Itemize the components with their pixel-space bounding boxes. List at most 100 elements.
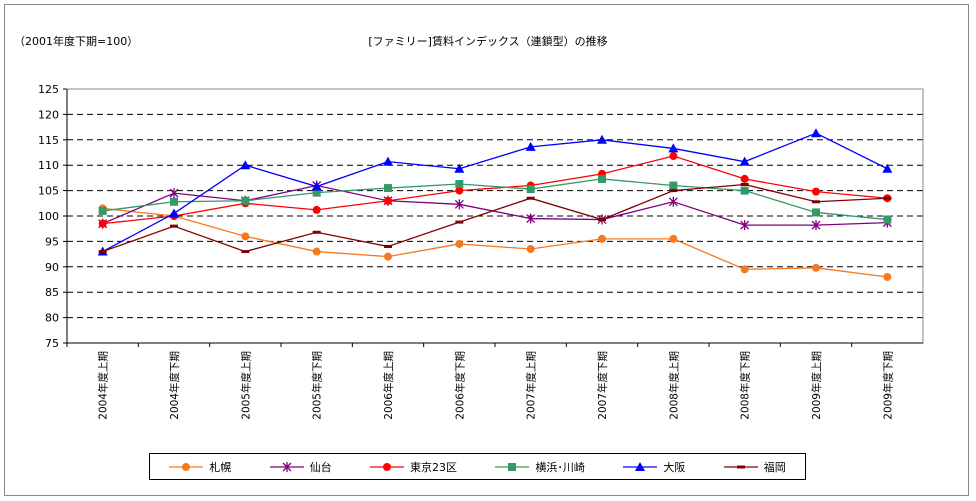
- data-point: [170, 197, 178, 206]
- x-tick-label: 2004年度下期: [168, 351, 181, 420]
- legend-item: 仙台: [269, 459, 332, 475]
- data-point: [526, 185, 535, 194]
- y-tick-label: 125: [38, 83, 59, 96]
- legend-marker-icon: [623, 461, 658, 471]
- y-tick-label: 110: [38, 159, 59, 172]
- series-line: [102, 178, 888, 221]
- x-tick-label: 2008年度上期: [667, 351, 680, 420]
- data-point: [170, 224, 178, 228]
- x-tick-label: 2007年度上期: [525, 351, 538, 420]
- data-point: [98, 250, 107, 254]
- data-point: [241, 250, 250, 254]
- y-tick-label: 75: [45, 337, 59, 350]
- unit-note: （2001年度下期=100）: [14, 35, 139, 48]
- plot-border: [66, 88, 924, 344]
- legend-label: 札幌: [209, 460, 232, 474]
- data-point: [526, 245, 535, 254]
- legend-marker-icon: [370, 462, 405, 471]
- data-point: [669, 234, 678, 243]
- y-tick-label: 85: [45, 286, 59, 299]
- y-tick-label: 120: [38, 108, 59, 121]
- data-point: [169, 208, 179, 218]
- series-line: [102, 155, 888, 225]
- legend-marker-icon: [269, 461, 304, 472]
- data-point: [455, 239, 464, 248]
- data-point: [668, 143, 679, 153]
- data-point: [383, 156, 393, 166]
- y-tick-label: 115: [38, 134, 59, 147]
- legend-item: 東京23区: [370, 459, 457, 475]
- data-point: [811, 128, 821, 138]
- series-line: [102, 183, 888, 253]
- legend: 札幌 仙台 東京23区 横浜･川崎 大阪 福岡: [149, 453, 806, 480]
- y-tick-label: 95: [45, 235, 59, 248]
- legend-label: 大阪: [663, 460, 686, 474]
- chart-title: [ファミリー]賃料インデックス（連鎖型）の推移: [368, 35, 608, 48]
- data-point: [669, 152, 678, 161]
- legend-label: 福岡: [763, 460, 786, 474]
- data-point: [598, 174, 606, 183]
- data-point: [740, 174, 749, 183]
- x-tick-label: 2006年度下期: [453, 351, 466, 420]
- data-point: [669, 181, 678, 190]
- series-line: [102, 184, 888, 226]
- data-point: [882, 163, 893, 173]
- data-point: [241, 196, 250, 205]
- data-point: [740, 220, 750, 231]
- legend-label: 横浜･川崎: [535, 460, 585, 474]
- data-point: [384, 252, 392, 261]
- data-point: [669, 189, 678, 193]
- legend-item: 札幌: [169, 459, 231, 475]
- data-point: [740, 183, 749, 187]
- data-point: [384, 196, 392, 205]
- legend-label: 東京23区: [410, 460, 458, 474]
- x-tick-label: 2008年度下期: [739, 351, 752, 420]
- data-point: [812, 263, 820, 272]
- x-tick-label: 2007年度下期: [596, 351, 609, 420]
- data-point: [812, 208, 820, 217]
- data-point: [668, 196, 678, 207]
- x-tick-label: 2005年度下期: [311, 351, 324, 420]
- series-line: [102, 132, 888, 253]
- legend-marker-icon: [495, 462, 530, 471]
- data-point: [597, 134, 607, 144]
- data-point: [811, 220, 821, 231]
- data-point: [98, 219, 107, 228]
- data-point: [312, 247, 321, 256]
- data-point: [454, 163, 465, 173]
- data-point: [454, 199, 464, 210]
- x-tick-label: 2009年度上期: [810, 351, 823, 420]
- legend-item: 福岡: [723, 459, 786, 475]
- data-point: [740, 265, 749, 274]
- data-point: [241, 232, 250, 241]
- legend-item: 大阪: [623, 459, 685, 475]
- legend-item: 横浜･川崎: [495, 459, 585, 475]
- series-line: [102, 207, 888, 278]
- data-point: [740, 186, 749, 195]
- x-tick-label: 2004年度上期: [97, 351, 110, 420]
- chart-frame: [4, 4, 969, 496]
- data-point: [883, 196, 892, 200]
- legend-label: 仙台: [309, 460, 332, 474]
- data-point: [312, 205, 321, 214]
- x-tick-label: 2006年度上期: [382, 351, 395, 420]
- data-point: [525, 141, 536, 151]
- data-point: [812, 200, 820, 204]
- data-point: [526, 213, 536, 224]
- data-point: [384, 244, 392, 248]
- data-point: [739, 156, 750, 166]
- data-point: [311, 181, 322, 191]
- data-point: [883, 215, 892, 224]
- data-point: [455, 186, 464, 195]
- data-point: [384, 184, 392, 193]
- y-tick-label: 90: [45, 261, 59, 274]
- data-point: [598, 234, 606, 243]
- data-point: [240, 160, 251, 170]
- y-tick-label: 105: [38, 185, 59, 198]
- legend-marker-icon: [169, 462, 204, 471]
- legend-marker-icon: [723, 465, 758, 468]
- data-point: [526, 196, 535, 200]
- data-point: [598, 218, 606, 222]
